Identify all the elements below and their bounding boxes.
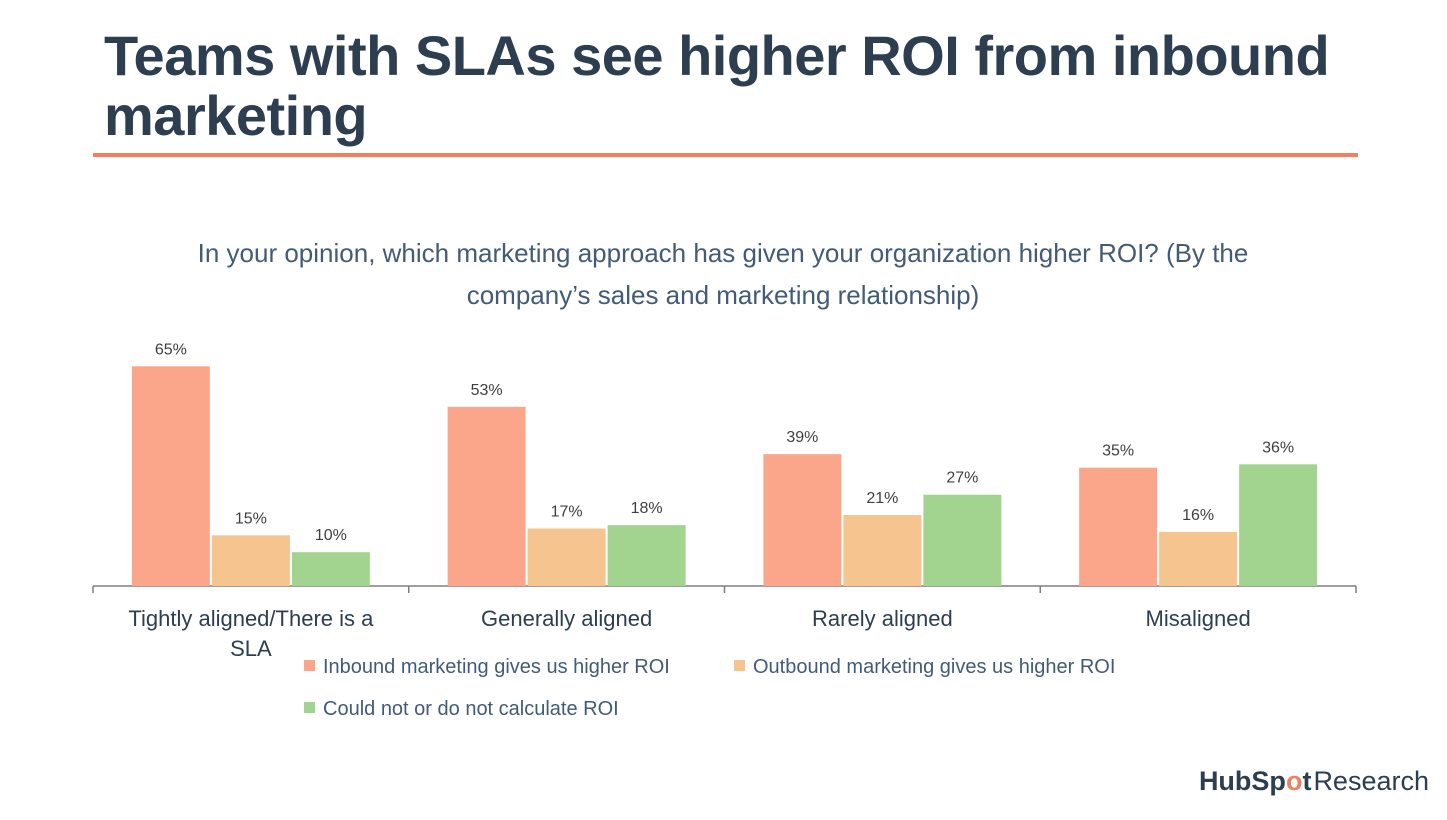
bar xyxy=(607,525,686,586)
data-label: 65% xyxy=(155,341,187,358)
data-label: 39% xyxy=(786,429,818,446)
sprocket-icon: o xyxy=(1285,766,1303,796)
legend-item-outbound: Outbound marketing gives us higher ROI xyxy=(734,652,1115,682)
legend-label-no-roi: Could not or do not calculate ROI xyxy=(323,698,619,720)
bar xyxy=(763,454,842,586)
category-label: Tightly aligned/There is a xyxy=(128,606,374,631)
hubspot-research-logo: HubSpotResearch xyxy=(1199,766,1429,797)
data-label: 35% xyxy=(1102,443,1134,460)
legend-item-no-roi: Could not or do not calculate ROI xyxy=(304,694,619,724)
bar xyxy=(843,515,922,586)
category-label: Generally aligned xyxy=(481,606,652,631)
brand-name-part2: t xyxy=(1302,766,1312,796)
bar xyxy=(131,366,210,586)
legend-swatch-no-roi xyxy=(304,702,315,714)
category-label: Rarely aligned xyxy=(812,606,953,631)
bar xyxy=(1239,464,1318,586)
legend-label-outbound: Outbound marketing gives us higher ROI xyxy=(753,656,1116,678)
title-underline xyxy=(93,153,1358,157)
legend-label-inbound: Inbound marketing gives us higher ROI xyxy=(323,656,670,678)
bar xyxy=(1079,467,1158,586)
data-label: 53% xyxy=(471,382,503,399)
legend-item-inbound: Inbound marketing gives us higher ROI xyxy=(304,652,670,682)
category-label: Misaligned xyxy=(1146,606,1251,631)
data-label: 17% xyxy=(551,504,583,521)
slide-title: Teams with SLAs see higher ROI from inbo… xyxy=(104,24,1330,147)
data-label: 27% xyxy=(946,470,978,487)
data-label: 16% xyxy=(1182,507,1214,524)
data-label: 36% xyxy=(1262,439,1294,456)
bar xyxy=(923,494,1002,586)
bar xyxy=(211,535,290,586)
data-label: 10% xyxy=(315,527,347,544)
bar xyxy=(447,406,526,586)
brand-name-part1: HubSp xyxy=(1198,766,1286,796)
bar xyxy=(527,528,606,586)
data-label: 18% xyxy=(631,500,663,517)
bar xyxy=(291,552,370,586)
chart-title: In your opinion, which marketing approac… xyxy=(197,238,1249,310)
brand-suffix: Research xyxy=(1313,766,1429,796)
data-label: 15% xyxy=(235,510,267,527)
data-label: 21% xyxy=(866,490,898,507)
bar xyxy=(1159,531,1238,586)
category-label: SLA xyxy=(230,636,272,661)
legend-swatch-outbound xyxy=(734,660,745,672)
legend-swatch-inbound xyxy=(304,660,315,672)
